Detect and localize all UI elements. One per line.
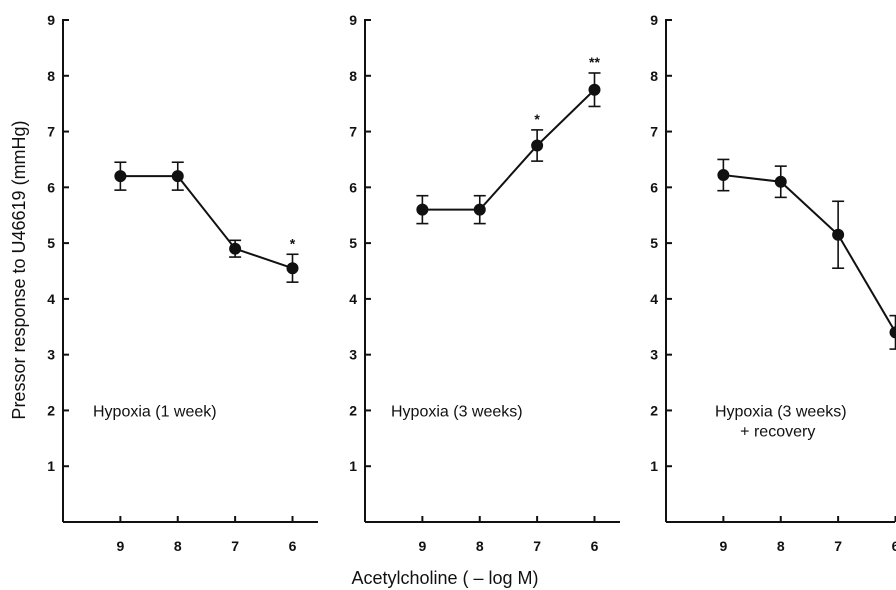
panel-1: 1 2 3 4 5 6 7 8 9 9 8 7 6 * Hypoxia (1 week) bbox=[47, 12, 318, 554]
series-line bbox=[422, 89, 596, 211]
y-tick-label: 5 bbox=[650, 235, 658, 251]
data-point bbox=[832, 228, 845, 241]
y-tick-label: 9 bbox=[349, 12, 357, 28]
x-tick-label: 7 bbox=[834, 538, 842, 554]
x-tick-label: 6 bbox=[591, 538, 599, 554]
y-tick-label: 1 bbox=[47, 458, 55, 474]
panels: 1 2 3 4 5 6 7 8 9 9 8 7 6 * Hypoxia (1 week) 1 2 3 4 5 6 7 8 9 9… bbox=[47, 12, 896, 554]
y-tick-label: 5 bbox=[349, 235, 357, 251]
y-tick-label: 4 bbox=[47, 291, 55, 307]
y-tick-label: 7 bbox=[47, 124, 55, 140]
data-point bbox=[473, 203, 486, 216]
y-tick-label: 8 bbox=[47, 68, 55, 84]
y-tick-label: 1 bbox=[349, 458, 357, 474]
y-tick-label: 4 bbox=[650, 291, 658, 307]
y-tick-label: 5 bbox=[47, 235, 55, 251]
y-tick-label: 6 bbox=[349, 179, 357, 195]
y-tick-label: 3 bbox=[349, 347, 357, 363]
y-tick-label: 8 bbox=[650, 68, 658, 84]
data-point bbox=[229, 242, 242, 255]
data-point bbox=[114, 170, 127, 183]
data-point bbox=[588, 83, 601, 96]
condition-label-line2: + recovery bbox=[740, 423, 815, 440]
data-point bbox=[717, 169, 730, 182]
y-tick-label: 2 bbox=[349, 402, 357, 418]
x-tick-label: 9 bbox=[719, 538, 727, 554]
data-point bbox=[171, 170, 184, 183]
data-point bbox=[774, 175, 787, 188]
x-tick-label: 7 bbox=[533, 538, 541, 554]
data-point bbox=[286, 262, 299, 275]
significance-label: * bbox=[290, 235, 296, 251]
y-tick-label: 3 bbox=[650, 347, 658, 363]
x-tick-label: 9 bbox=[116, 538, 124, 554]
y-tick-label: 7 bbox=[349, 124, 357, 140]
x-tick-label: 7 bbox=[231, 538, 239, 554]
y-tick-label: 6 bbox=[650, 179, 658, 195]
x-tick-label: 6 bbox=[289, 538, 297, 554]
y-tick-label: 7 bbox=[650, 124, 658, 140]
y-tick-label: 3 bbox=[47, 347, 55, 363]
series-line bbox=[723, 174, 896, 333]
y-tick-label: 4 bbox=[349, 291, 357, 307]
x-tick-label: 8 bbox=[476, 538, 484, 554]
x-tick-label: 9 bbox=[418, 538, 426, 554]
y-tick-label: 2 bbox=[47, 402, 55, 418]
data-point bbox=[889, 326, 896, 339]
condition-label: Hypoxia (3 weeks) bbox=[715, 403, 847, 420]
condition-label: Hypoxia (1 week) bbox=[93, 403, 217, 420]
y-tick-label: 8 bbox=[349, 68, 357, 84]
y-tick-label: 2 bbox=[650, 402, 658, 418]
x-axis-title: Acetylcholine ( – log M) bbox=[351, 568, 538, 588]
y-tick-label: 9 bbox=[47, 12, 55, 28]
y-tick-label: 6 bbox=[47, 179, 55, 195]
series-line bbox=[120, 175, 293, 270]
significance-label: * bbox=[534, 111, 540, 127]
y-tick-label: 9 bbox=[650, 12, 658, 28]
x-tick-label: 8 bbox=[777, 538, 785, 554]
data-point bbox=[416, 203, 429, 216]
condition-label: Hypoxia (3 weeks) bbox=[391, 403, 523, 420]
x-tick-label: 8 bbox=[174, 538, 182, 554]
y-axis-title: Pressor response to U46619 (mmHg) bbox=[9, 120, 29, 419]
y-tick-label: 1 bbox=[650, 458, 658, 474]
significance-label: ** bbox=[589, 54, 600, 70]
data-point bbox=[531, 139, 544, 152]
x-tick-label: 6 bbox=[892, 538, 896, 554]
panel-3: 1 2 3 4 5 6 7 8 9 9 8 7 6 Hypoxia (3 weeks) + recovery bbox=[650, 12, 896, 554]
